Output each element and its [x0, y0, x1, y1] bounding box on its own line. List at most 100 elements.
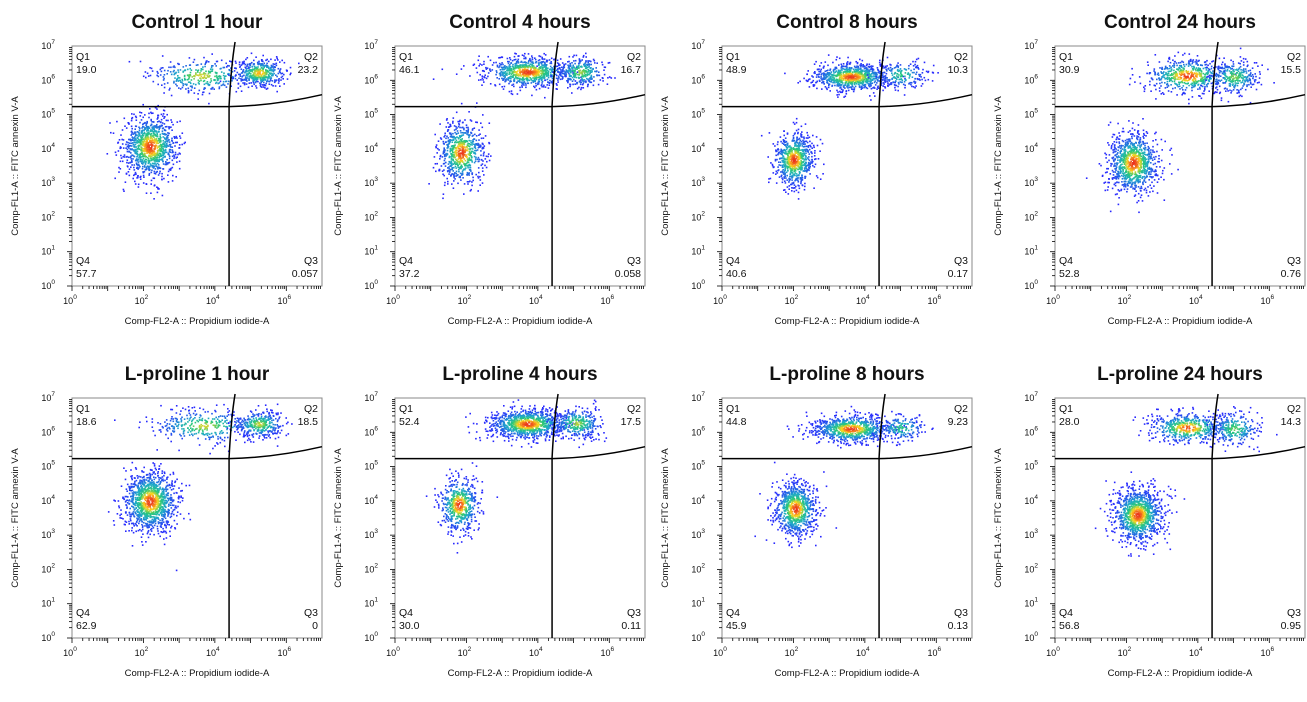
scatter-point — [785, 177, 787, 179]
scatter-point — [147, 157, 150, 160]
scatter-point — [782, 161, 784, 163]
scatter-point — [593, 59, 596, 62]
scatter-point — [155, 138, 157, 141]
scatter-point — [485, 66, 487, 69]
scatter-point — [172, 151, 174, 154]
scatter-point — [457, 141, 459, 143]
scatter-point — [264, 75, 266, 77]
scatter-point — [154, 144, 157, 147]
scatter-point — [868, 69, 871, 72]
scatter-point — [797, 149, 800, 152]
scatter-point — [141, 136, 144, 139]
scatter-point — [793, 187, 796, 189]
scatter-point — [489, 68, 491, 70]
scatter-point — [786, 179, 788, 181]
scatter-point — [792, 181, 795, 184]
scatter-point — [151, 164, 153, 167]
scatter-point — [830, 71, 833, 73]
scatter-point — [217, 78, 220, 80]
scatter-point — [538, 66, 541, 69]
scatter-point — [589, 78, 592, 80]
scatter-point — [481, 163, 484, 165]
panel-title: Control 8 hours — [776, 12, 917, 33]
scatter-point — [499, 72, 502, 74]
scatter-point — [187, 78, 190, 80]
scatter-point — [260, 81, 263, 83]
scatter-point — [146, 72, 149, 75]
scatter-point — [792, 182, 795, 185]
scatter-point — [155, 160, 157, 163]
scatter-point — [790, 169, 793, 171]
scatter-point — [578, 64, 580, 66]
scatter-point — [810, 151, 813, 154]
scatter-point — [138, 131, 140, 133]
scatter-point — [130, 152, 132, 154]
scatter-point — [514, 64, 516, 67]
scatter-point — [528, 59, 530, 62]
scatter-point — [809, 163, 811, 165]
scatter-point — [173, 136, 175, 138]
scatter-point — [240, 64, 243, 66]
scatter-point — [159, 152, 162, 155]
scatter-point — [845, 93, 848, 95]
scatter-point — [171, 146, 174, 148]
scatter-point — [277, 59, 279, 61]
scatter-point — [782, 168, 784, 171]
scatter-point — [161, 175, 163, 178]
scatter-point — [452, 132, 454, 135]
scatter-point — [173, 82, 175, 84]
scatter-point — [143, 176, 145, 178]
scatter-point — [527, 75, 530, 78]
scatter-point — [139, 160, 142, 162]
scatter-point — [872, 75, 875, 77]
scatter-point — [144, 156, 147, 158]
scatter-point — [774, 145, 776, 147]
scatter-point — [786, 143, 789, 145]
scatter-point — [797, 128, 800, 131]
scatter-point — [208, 83, 211, 86]
scatter-point — [147, 162, 150, 165]
scatter-point — [264, 79, 266, 81]
scatter-point — [580, 88, 582, 91]
scatter-point — [863, 86, 865, 89]
scatter-point — [266, 65, 269, 67]
scatter-point — [151, 166, 154, 168]
scatter-point — [468, 150, 471, 153]
scatter-point — [461, 149, 463, 152]
scatter-point — [471, 144, 473, 146]
scatter-point — [784, 160, 786, 163]
scatter-point — [170, 167, 172, 170]
scatter-point — [163, 137, 166, 140]
scatter-point — [428, 183, 430, 185]
scatter-point — [796, 160, 798, 163]
scatter-point — [791, 139, 794, 141]
scatter-point — [242, 70, 245, 73]
scatter-point — [215, 81, 218, 84]
scatter-point — [153, 150, 156, 153]
scatter-point — [199, 72, 201, 74]
scatter-point — [547, 76, 550, 79]
scatter-point — [162, 113, 165, 115]
scatter-point — [787, 163, 790, 165]
scatter-point — [582, 82, 585, 85]
scatter-point — [443, 150, 445, 152]
scatter-point — [574, 69, 576, 72]
scatter-point — [797, 131, 799, 134]
scatter-point — [569, 65, 572, 67]
scatter-point — [132, 143, 135, 146]
scatter-point — [506, 57, 509, 60]
scatter-point — [168, 89, 171, 91]
scatter-point — [164, 144, 167, 146]
scatter-point — [574, 62, 576, 65]
scatter-point — [261, 63, 263, 65]
scatter-point — [214, 79, 216, 81]
scatter-point — [177, 153, 179, 156]
scatter-point — [495, 70, 498, 72]
scatter-point — [462, 121, 464, 124]
scatter-point — [448, 142, 451, 145]
scatter-point — [163, 156, 166, 158]
scatter-point — [455, 141, 458, 144]
scatter-point — [535, 88, 538, 91]
scatter-point — [281, 59, 283, 62]
scatter-point — [136, 134, 138, 136]
